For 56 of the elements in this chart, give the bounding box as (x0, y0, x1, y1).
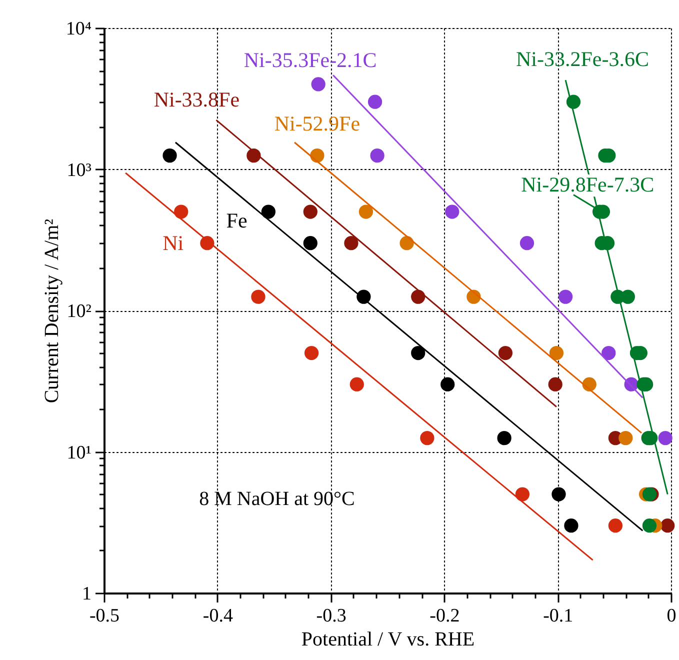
point (660, 518, 675, 533)
point (520, 236, 534, 250)
point (552, 487, 566, 502)
point (642, 487, 657, 502)
series-label: Ni-35.3Fe-2.1C (244, 48, 377, 72)
point (411, 290, 426, 304)
point (311, 77, 326, 92)
point (174, 204, 188, 219)
series-label: Ni-33.8Fe (154, 88, 240, 112)
point (400, 236, 414, 250)
x-tick-label: -0.4 (202, 606, 234, 626)
point (420, 431, 434, 446)
point (498, 346, 513, 360)
point (162, 148, 177, 163)
point (608, 518, 623, 533)
point (370, 148, 384, 163)
point (350, 377, 364, 392)
point (549, 346, 564, 360)
y-tick-label: 10⁴ (66, 18, 92, 40)
point (411, 346, 426, 360)
y-tick-label: 1 (82, 584, 92, 604)
point (304, 346, 319, 360)
point (445, 204, 460, 219)
point (642, 518, 657, 533)
series-label: Ni-52.9Fe (274, 112, 360, 136)
x-tick-label: -0.1 (543, 606, 574, 626)
series-label: Fe (226, 208, 248, 233)
series-label: Ni (162, 230, 184, 255)
y-tick-label: 10³ (66, 160, 92, 181)
point (564, 518, 578, 533)
series-label: Ni-33.2Fe-3.6C (516, 46, 649, 71)
point (548, 377, 562, 392)
point (440, 377, 455, 392)
point (497, 431, 512, 446)
point (251, 290, 266, 304)
x-tick-label: -0.2 (430, 606, 460, 626)
point (558, 290, 573, 304)
point (620, 290, 635, 304)
y-tick-label: 10¹ (66, 442, 92, 464)
x-axis-title: Potential / V vs. RHE (301, 628, 475, 650)
x-tick-label: 0 (666, 606, 676, 626)
x-tick-label: -0.3 (316, 606, 346, 626)
point (344, 236, 358, 250)
point (303, 204, 318, 219)
point (515, 487, 530, 502)
point (658, 431, 672, 446)
point (618, 431, 633, 446)
series-label: Ni-29.8Fe-7.3C (521, 172, 654, 197)
point (303, 236, 318, 250)
point (358, 204, 374, 219)
y-tick-label: 10² (66, 301, 92, 322)
point (602, 346, 616, 360)
y-axis-title: Current Density / A/m² (40, 218, 63, 404)
point (368, 94, 382, 109)
x-tick-label: -0.5 (89, 606, 120, 626)
point (261, 204, 276, 219)
